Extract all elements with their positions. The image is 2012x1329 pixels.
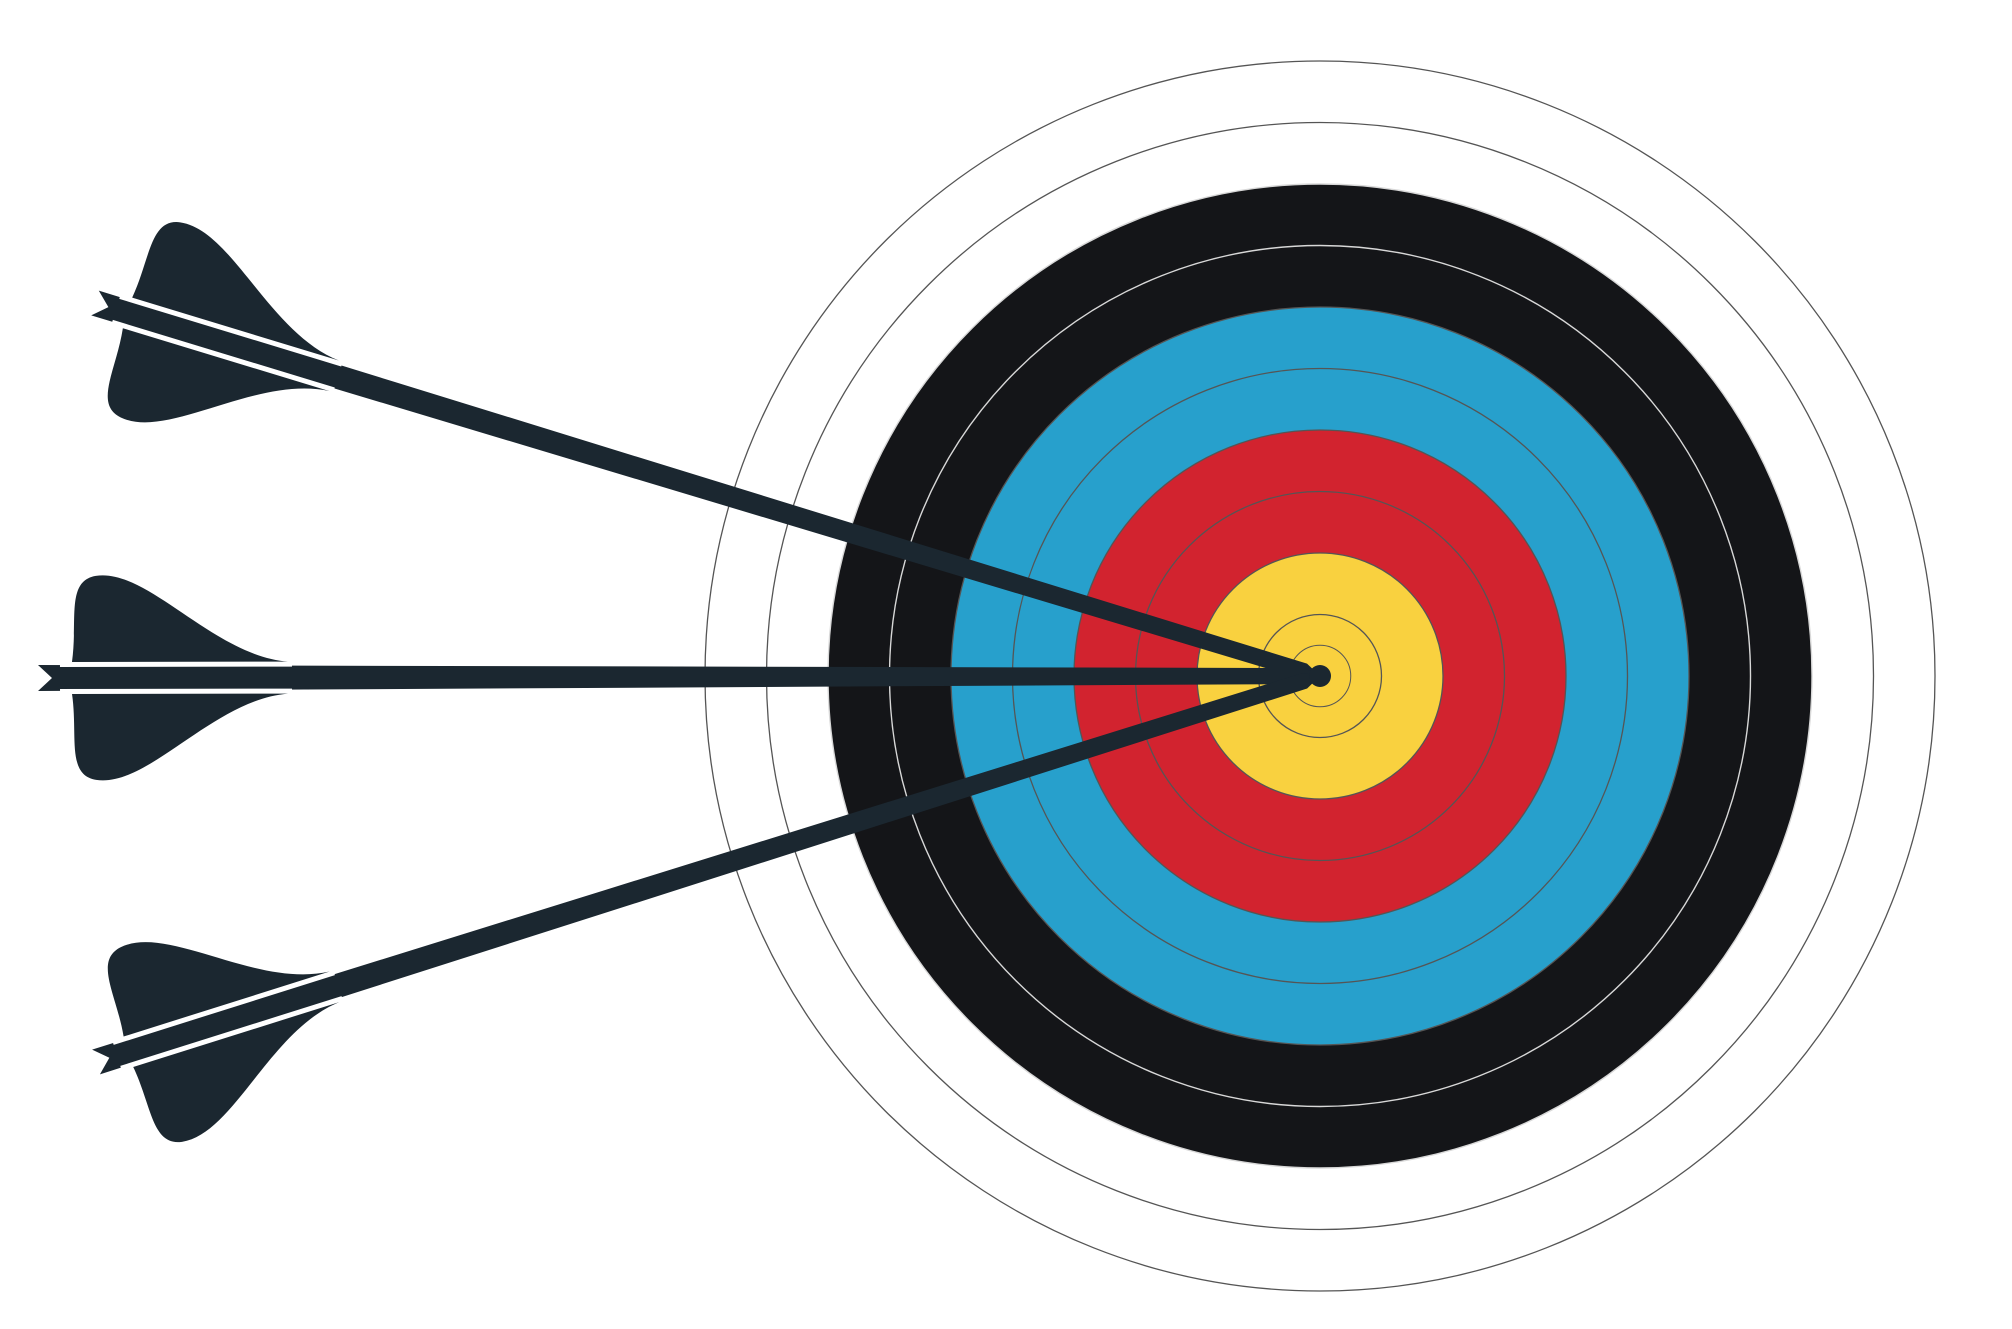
arrow-middle-vane-gap-upper [59, 662, 292, 667]
arrow-lower [92, 673, 1320, 1142]
arrow-middle-lower-vane [72, 693, 289, 781]
arrow-upper-vane-gap-lower [111, 319, 335, 392]
arrow-lower-upper-vane [107, 942, 330, 1037]
arrow-middle-vane-gap-lower [60, 688, 293, 693]
arrow-upper [91, 222, 1321, 679]
arrow-upper-upper-vane [132, 222, 339, 361]
arrow-upper-shaft [91, 290, 1321, 679]
arrow-lower-lower-vane [133, 1002, 340, 1142]
arrow-upper-lower-vane [107, 328, 330, 423]
arrow-upper-vane-gap-upper [119, 295, 343, 367]
arrow-lower-shaft [92, 673, 1320, 1075]
arrow-middle [37, 575, 1320, 781]
arrow-lower-vane-gap-lower [120, 996, 343, 1070]
arrows-tip-point [1309, 665, 1331, 687]
arrow-lower-vane-gap-upper [112, 971, 335, 1045]
arrow-middle-shaft [37, 665, 1320, 691]
arrows-group [37, 222, 1331, 1142]
arrow-middle-upper-vane [71, 575, 288, 662]
